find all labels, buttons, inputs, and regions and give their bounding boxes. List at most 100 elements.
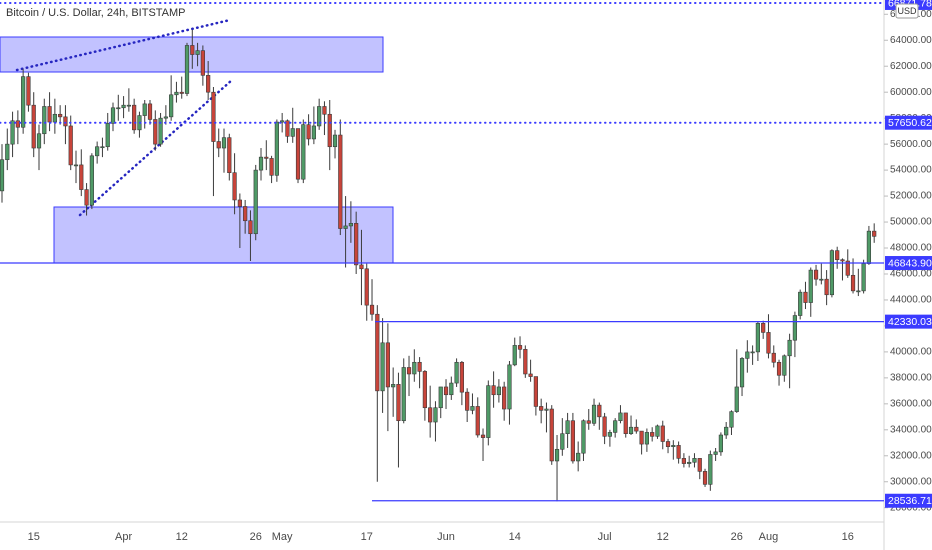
candle-body <box>718 434 723 453</box>
x-tick-label: May <box>272 531 293 543</box>
candle-body <box>116 107 121 110</box>
level-label: 46843.90 <box>888 257 932 269</box>
candle-body <box>26 76 31 106</box>
candle-body <box>391 384 396 388</box>
candle-body <box>676 445 681 459</box>
candle-body <box>549 408 554 462</box>
candle-body <box>195 50 200 55</box>
candle-body <box>269 158 274 176</box>
y-tick-label: 52000.00 <box>890 191 932 202</box>
candle-body <box>5 143 10 161</box>
candle-body <box>454 361 459 384</box>
y-tick-label: 56000.00 <box>890 139 932 150</box>
candle-body <box>433 407 438 423</box>
candle-body <box>761 323 766 333</box>
candle-body <box>771 352 776 363</box>
candle-body <box>650 432 655 437</box>
candle-body <box>750 351 755 354</box>
candle-body <box>142 103 147 116</box>
candle-body <box>285 120 290 137</box>
candle-body <box>850 274 856 292</box>
y-tick-label: 50000.00 <box>890 217 932 228</box>
candle-body <box>729 411 734 428</box>
candle-body <box>724 426 729 436</box>
x-tick-label: 26 <box>731 531 743 543</box>
candle-body <box>338 134 343 229</box>
candle-body <box>681 458 686 464</box>
candle-body <box>692 458 697 463</box>
candle-body <box>734 386 739 412</box>
candle-body <box>597 404 602 418</box>
candle-body <box>359 264 364 270</box>
level-label-box <box>885 256 932 271</box>
candle-body <box>533 376 538 407</box>
candle-body <box>36 133 42 149</box>
candle-body <box>385 342 390 388</box>
x-tick-label: 17 <box>361 531 373 543</box>
candle-body <box>665 441 671 447</box>
candle-body <box>803 291 808 303</box>
candle-body <box>354 223 359 266</box>
candle-body <box>200 50 205 76</box>
candle-body <box>639 430 644 445</box>
y-tick-label: 54000.00 <box>890 165 932 176</box>
x-tick-label: 16 <box>842 531 854 543</box>
candle-body <box>21 76 26 128</box>
candle-body <box>110 107 116 124</box>
candle-body <box>576 452 581 462</box>
candle-body <box>486 385 491 438</box>
candle-body <box>523 348 528 375</box>
level-label: 28536.71 <box>888 495 932 507</box>
candle-body <box>824 278 829 296</box>
drawings <box>0 18 394 264</box>
candle-body <box>348 223 353 227</box>
candles <box>0 29 877 502</box>
level-label: 42330.03 <box>888 316 932 328</box>
candle-body <box>280 120 285 123</box>
candle-body <box>179 91 184 94</box>
candle-body <box>73 164 79 167</box>
candle-body <box>829 250 835 296</box>
candle-body <box>602 416 607 437</box>
candle-body <box>544 408 549 411</box>
candle-body <box>528 373 533 377</box>
candle-body <box>697 458 702 472</box>
candle-body <box>554 448 560 462</box>
candle-body <box>776 361 782 376</box>
candle-body <box>243 206 248 222</box>
candle-body <box>63 116 68 127</box>
candle-body <box>618 412 623 422</box>
y-tick-label: 28000.00 <box>890 502 932 513</box>
candle-body <box>206 75 211 93</box>
candle-body <box>147 103 153 120</box>
candle-body <box>95 146 100 157</box>
candle-body <box>465 391 470 411</box>
candle-body <box>369 304 375 315</box>
y-tick-label: 60000.00 <box>890 87 932 98</box>
candle-body <box>412 361 417 375</box>
candle-body <box>301 124 306 180</box>
candle-body <box>327 113 332 148</box>
y-tick-label: 38000.00 <box>890 373 932 384</box>
candle-body <box>687 461 692 464</box>
candle-body <box>153 119 158 145</box>
candle-body <box>126 104 131 107</box>
candle-body <box>787 339 792 357</box>
x-tick-label: 12 <box>657 531 669 543</box>
y-tick-label: 64000.00 <box>890 35 932 46</box>
candle-body <box>428 407 433 423</box>
candle-body <box>586 420 591 424</box>
candle-body <box>745 351 750 359</box>
candle-body <box>708 454 713 485</box>
candle-body <box>813 269 819 280</box>
trend-line <box>15 18 232 72</box>
candle-body <box>253 169 258 235</box>
candle-body <box>401 367 406 422</box>
candle-body <box>512 345 517 366</box>
level-label: 57650.62 <box>888 117 932 129</box>
candle-body <box>443 386 449 396</box>
candle-body <box>306 124 311 140</box>
candle-body <box>539 406 544 411</box>
candle-body <box>190 45 195 55</box>
candle-body <box>322 106 327 115</box>
